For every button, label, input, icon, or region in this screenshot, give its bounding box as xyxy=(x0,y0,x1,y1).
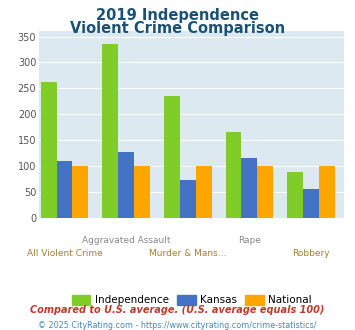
Bar xyxy=(134,166,150,218)
Text: 2019 Independence: 2019 Independence xyxy=(96,8,259,23)
Bar xyxy=(118,151,134,218)
Text: Compared to U.S. average. (U.S. average equals 100): Compared to U.S. average. (U.S. average … xyxy=(30,305,325,315)
Bar xyxy=(196,166,212,218)
Bar xyxy=(257,166,273,218)
Bar xyxy=(164,96,180,218)
Bar xyxy=(287,172,303,218)
Bar xyxy=(303,189,319,218)
Text: All Violent Crime: All Violent Crime xyxy=(27,249,102,258)
Bar xyxy=(241,158,257,218)
Legend: Independence, Kansas, National: Independence, Kansas, National xyxy=(67,291,316,310)
Bar xyxy=(180,180,196,218)
Text: Aggravated Assault: Aggravated Assault xyxy=(82,236,170,245)
Bar xyxy=(56,161,72,218)
Text: © 2025 CityRating.com - https://www.cityrating.com/crime-statistics/: © 2025 CityRating.com - https://www.city… xyxy=(38,321,317,330)
Bar xyxy=(225,132,241,218)
Text: Violent Crime Comparison: Violent Crime Comparison xyxy=(70,21,285,36)
Text: Murder & Mans...: Murder & Mans... xyxy=(149,249,226,258)
Bar xyxy=(40,82,56,218)
Bar xyxy=(319,166,335,218)
Bar xyxy=(72,166,88,218)
Bar xyxy=(102,44,118,218)
Text: Rape: Rape xyxy=(238,236,261,245)
Text: Robbery: Robbery xyxy=(292,249,330,258)
